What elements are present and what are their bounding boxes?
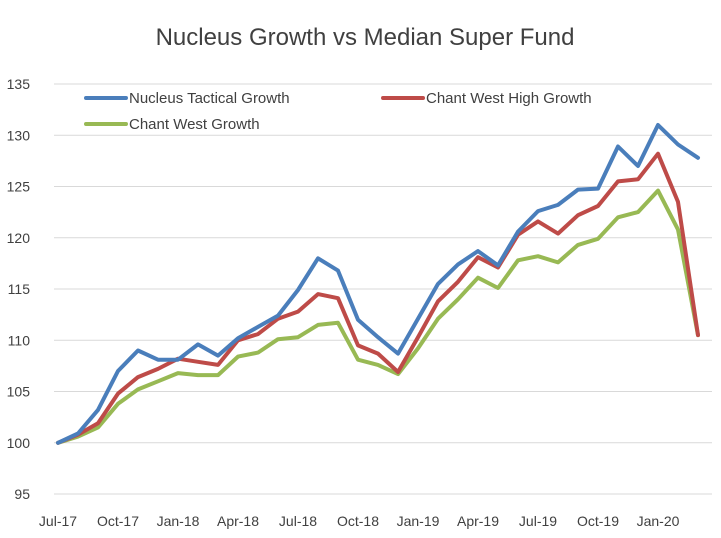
gridlines [54,83,712,495]
y-tick-label: 135 [7,76,31,92]
y-axis-ticks: 95 100 105 110 115 120 125 130 135 [7,76,31,502]
legend-label: Nucleus Tactical Growth [129,90,290,107]
x-tick-label: Oct-19 [577,513,619,529]
y-tick-label: 100 [7,435,31,451]
x-tick-label: Oct-17 [97,513,139,529]
x-tick-label: Jan-20 [637,513,680,529]
legend-label: Chant West High Growth [426,90,592,107]
x-tick-label: Jan-19 [397,513,440,529]
x-tick-label: Oct-18 [337,513,379,529]
series-line-nucleus-tactical-growth [56,123,700,445]
y-tick-label: 115 [8,281,31,297]
x-tick-label: Jul-17 [39,513,77,529]
series-line-chant-west-growth [56,188,700,445]
legend: Nucleus Tactical Growth Chant West High G… [84,90,592,133]
x-tick-label: Jul-19 [519,513,557,529]
y-tick-label: 105 [7,384,31,400]
series-lines [56,123,700,445]
legend-label: Chant West Growth [129,116,260,133]
x-tick-label: Apr-18 [217,513,259,529]
series-line-chant-west-high-growth [56,151,700,445]
chart-title: Nucleus Growth vs Median Super Fund [156,24,575,51]
x-tick-label: Jan-18 [157,513,200,529]
x-tick-label: Apr-19 [457,513,499,529]
y-tick-label: 130 [7,127,31,143]
x-axis-ticks: Jul-17 Oct-17 Jan-18 Apr-18 Jul-18 Oct-18 Jan-… [39,513,680,529]
y-tick-label: 110 [8,332,31,348]
y-tick-label: 95 [14,486,30,502]
y-tick-label: 125 [7,179,31,195]
x-tick-label: Jul-18 [279,513,317,529]
y-tick-label: 120 [7,230,31,246]
